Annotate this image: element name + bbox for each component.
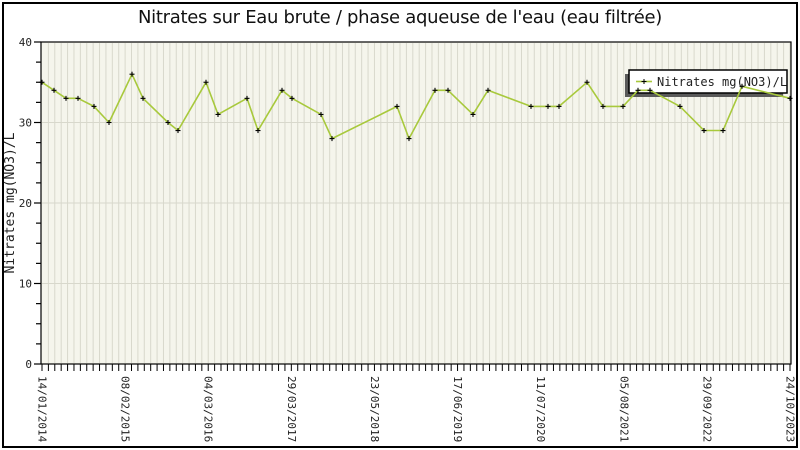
x-tick-label: 29/03/2017	[285, 376, 298, 442]
x-tick-label: 23/05/2018	[368, 376, 381, 442]
x-tick-label: 14/01/2014	[36, 376, 49, 443]
y-tick-label: 40	[19, 36, 32, 49]
chart-title: Nitrates sur Eau brute / phase aqueuse d…	[138, 7, 662, 28]
legend-label: Nitrates mg(NO3)/L	[657, 75, 787, 89]
y-tick-label: 0	[25, 358, 32, 371]
x-tick-label: 05/08/2021	[617, 376, 630, 442]
y-tick-label: 30	[19, 117, 32, 130]
x-tick-label: 11/07/2020	[534, 376, 547, 442]
x-tick-label: 04/03/2016	[202, 376, 215, 442]
x-tick-label: 24/10/2023	[784, 376, 797, 442]
x-tick-label: 08/02/2015	[119, 376, 132, 442]
y-tick-label: 10	[19, 278, 32, 291]
y-tick-label: 20	[19, 197, 32, 210]
x-tick-label: 29/09/2022	[700, 376, 713, 442]
x-tick-label: 17/06/2019	[451, 376, 464, 442]
y-axis-title: Nitrates mg(NO3)/L	[3, 132, 18, 273]
